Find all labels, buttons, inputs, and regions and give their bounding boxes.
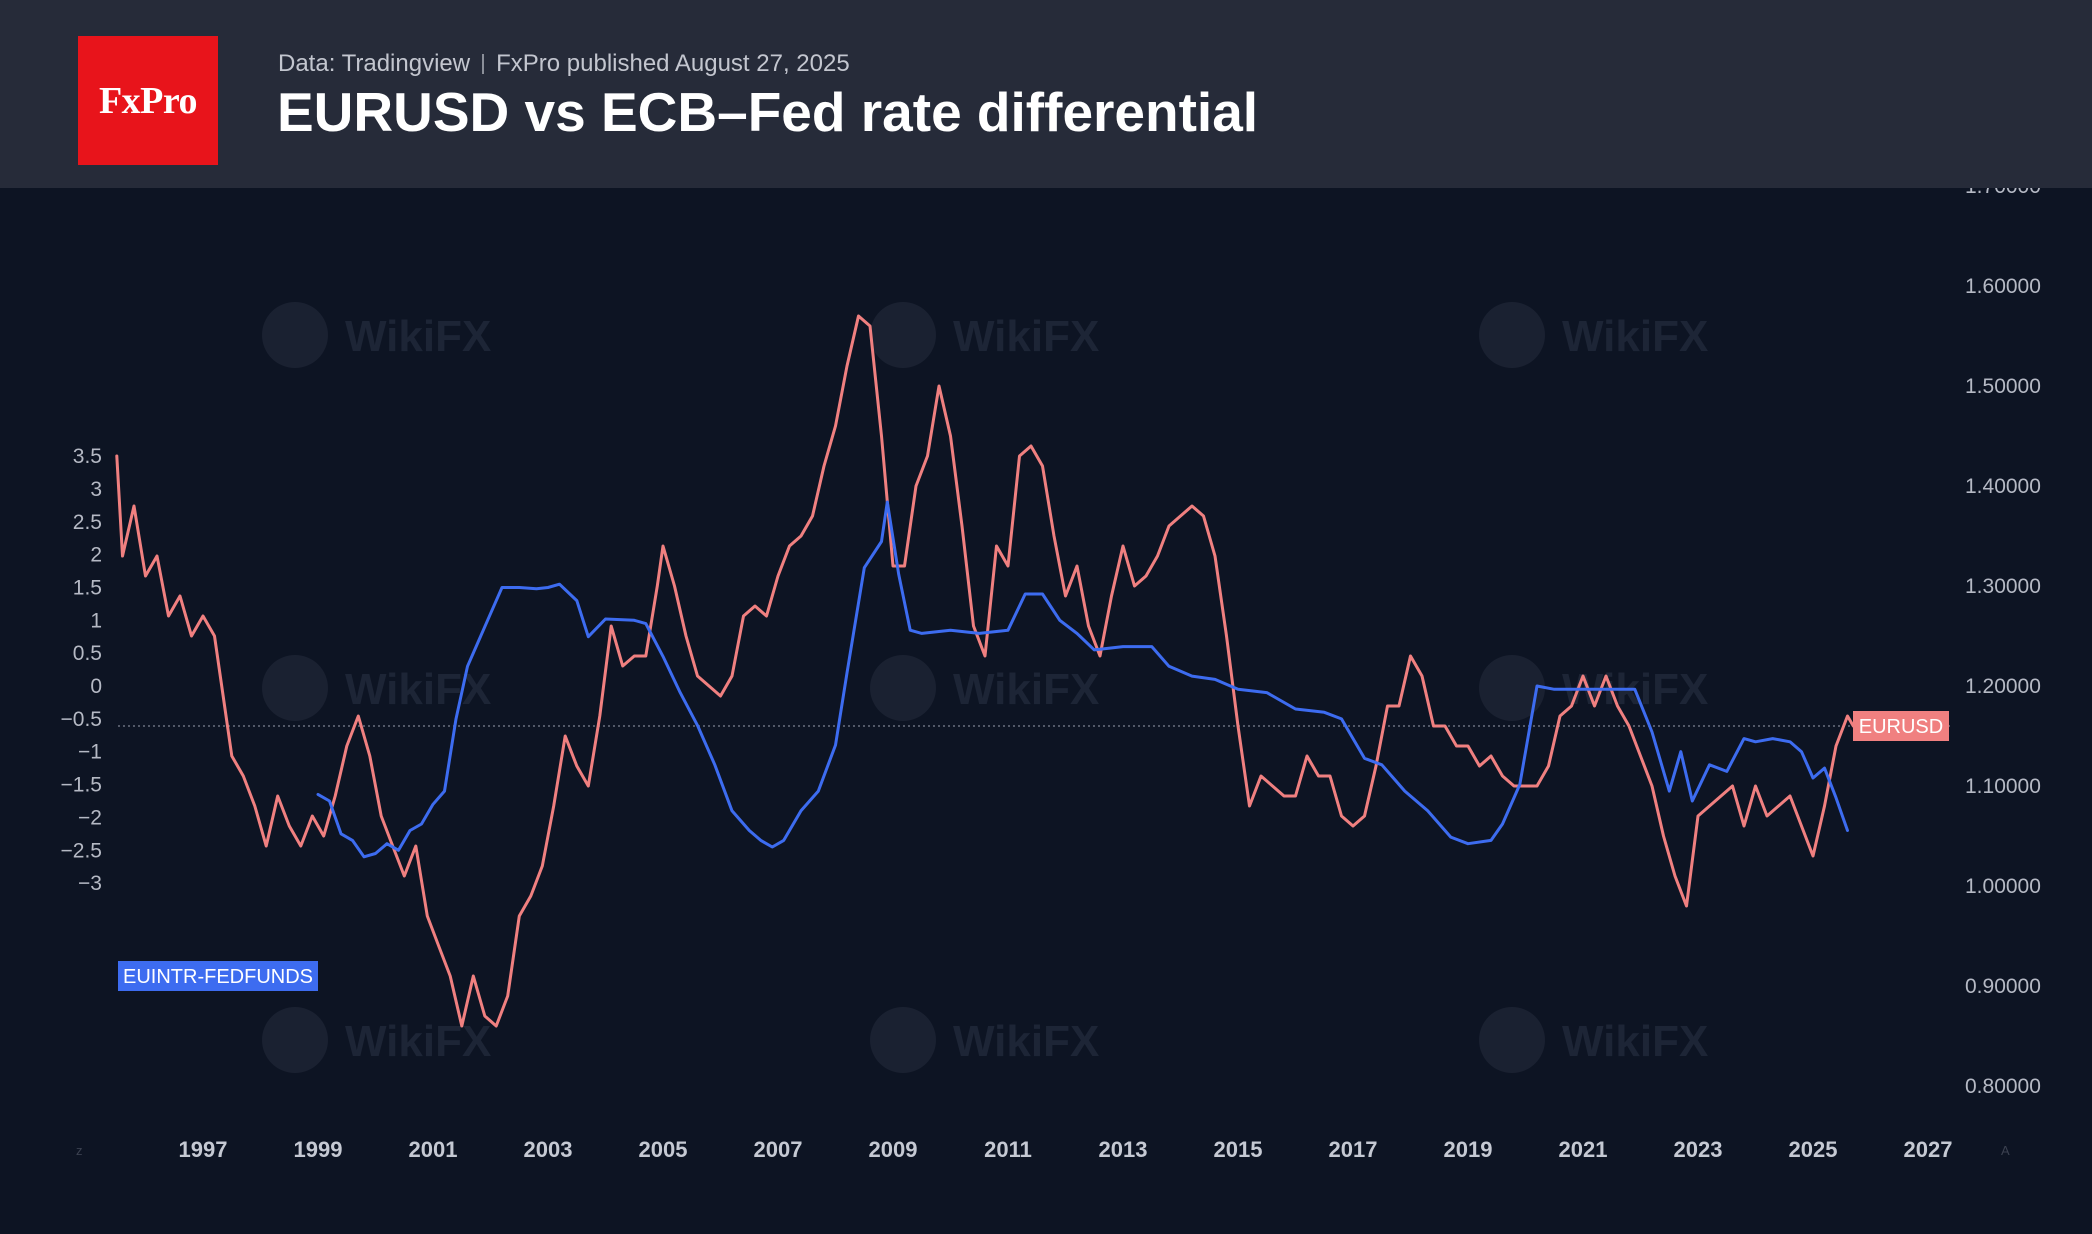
x-tick-label: 2001 [409, 1137, 458, 1162]
header-bar: FxPro Data: Tradingview FxPro published … [0, 0, 2092, 188]
differential-tag [118, 961, 318, 991]
y-right-tick-label: 1.60000 [1965, 275, 2041, 298]
y-axis-left: 3.5 3 2.5 2 1.5 1 0.5 0 −0.5 −1 −1.5 −2 −2.5 −3 [61, 445, 102, 895]
meta-divider [482, 54, 485, 74]
x-tick-label: 2019 [1444, 1137, 1493, 1162]
watermark-logo [262, 1007, 328, 1073]
auto-scale-icon[interactable]: A [2001, 1143, 2010, 1158]
y-right-tick-label: 1.00000 [1965, 875, 2041, 898]
y-left-tick-label: −2 [78, 806, 102, 829]
x-tick-label: 2005 [639, 1137, 688, 1162]
series-line-eurusd [115, 314, 1855, 1028]
y-left-tick-label: 0.5 [73, 642, 102, 665]
watermark-text: WikiFX [1562, 312, 1708, 361]
watermark-logo [1479, 1007, 1545, 1073]
y-left-tick-label: 2 [90, 544, 102, 567]
watermark-logo [870, 655, 936, 721]
y-right-tick-label: 1.50000 [1965, 375, 2041, 398]
x-tick-label: 2013 [1099, 1137, 1148, 1162]
watermark-text: WikiFX [345, 1017, 491, 1066]
y-right-tick-label: 0.90000 [1965, 975, 2041, 998]
watermark-logo [1479, 302, 1545, 368]
y-right-tick-label: 1.20000 [1965, 675, 2041, 698]
watermark-text: WikiFX [345, 312, 491, 361]
y-left-tick-label: −3 [78, 872, 102, 895]
y-left-tick-label: 1.5 [73, 576, 102, 599]
published-date: FxPro published August 27, 2025 [496, 50, 850, 77]
x-tick-label: 2023 [1674, 1137, 1723, 1162]
x-tick-label: 2025 [1789, 1137, 1838, 1162]
y-left-tick-label: 3.5 [73, 445, 102, 468]
watermark-text: WikiFX [953, 312, 1099, 361]
y-left-tick-label: 2.5 [73, 511, 102, 534]
watermark-logo [870, 1007, 936, 1073]
x-axis: 1997 1999 2001 2003 2005 2007 2009 2011 2013 2015… [179, 1137, 1953, 1162]
chart-title: EURUSD vs ECB–Fed rate differential [277, 81, 1259, 143]
y-left-tick-label: 3 [90, 478, 102, 501]
x-tick-label: 2007 [754, 1137, 803, 1162]
y-right-tick-label: 1.10000 [1965, 775, 2041, 798]
y-axis-right: 1.70000 1.60000 1.50000 1.40000 1.30000 1.200… [1965, 188, 2041, 1098]
y-left-tick-label: −1.5 [61, 774, 102, 797]
watermark-text: WikiFX [345, 665, 491, 714]
chart-svg: WikiFX WikiFX WikiFX WikiFX WikiFX WikiFX Wiki… [61, 188, 2041, 1162]
y-left-tick-label: 0 [90, 675, 102, 698]
chart-meta: Data: Tradingview FxPro published August… [278, 48, 850, 80]
x-tick-label: 2009 [869, 1137, 918, 1162]
series-tags: EURUSD EUINTR-FEDFUNDS [118, 711, 1949, 991]
x-tick-label: 2017 [1329, 1137, 1378, 1162]
watermark-logo [262, 655, 328, 721]
watermark-logo [1479, 655, 1545, 721]
x-tick-label: 2015 [1214, 1137, 1263, 1162]
watermark-logo [870, 302, 936, 368]
y-left-tick-label: 1 [90, 609, 102, 632]
x-tick-label: 1999 [294, 1137, 343, 1162]
series-line-euintr-fedfunds [316, 500, 1849, 859]
y-left-tick-label: −0.5 [61, 708, 102, 731]
y-right-tick-label: 1.30000 [1965, 575, 2041, 598]
y-left-tick-label: −2.5 [61, 839, 102, 862]
x-tick-label: 2021 [1559, 1137, 1608, 1162]
fxpro-logo: FxPro [78, 36, 218, 165]
y-right-tick-label: 0.80000 [1965, 1075, 2041, 1098]
zoom-icon[interactable]: z [76, 1143, 83, 1158]
watermark-text: WikiFX [953, 1017, 1099, 1066]
data-source: Data: Tradingview [278, 50, 471, 77]
series-layer [115, 314, 1855, 1028]
x-tick-label: 2027 [1904, 1137, 1953, 1162]
watermark-layer: WikiFX WikiFX WikiFX WikiFX WikiFX WikiFX Wiki… [262, 302, 1708, 1073]
y-left-tick-label: −1 [78, 741, 102, 764]
x-tick-label: 1997 [179, 1137, 228, 1162]
x-tick-label: 2003 [524, 1137, 573, 1162]
x-tick-label: 2011 [984, 1137, 1032, 1162]
y-right-tick-label: 1.70000 [1965, 188, 2041, 198]
eurusd-tag [1853, 711, 1949, 741]
watermark-logo [262, 302, 328, 368]
watermark-text: WikiFX [953, 665, 1099, 714]
eurusd-tag-label: EURUSD [1859, 716, 1943, 738]
watermark-text: WikiFX [1562, 1017, 1708, 1066]
y-right-tick-label: 1.40000 [1965, 475, 2041, 498]
chart-area: WikiFX WikiFX WikiFX WikiFX WikiFX WikiFX Wiki… [0, 188, 2092, 1234]
differential-tag-label: EUINTR-FEDFUNDS [123, 966, 313, 988]
